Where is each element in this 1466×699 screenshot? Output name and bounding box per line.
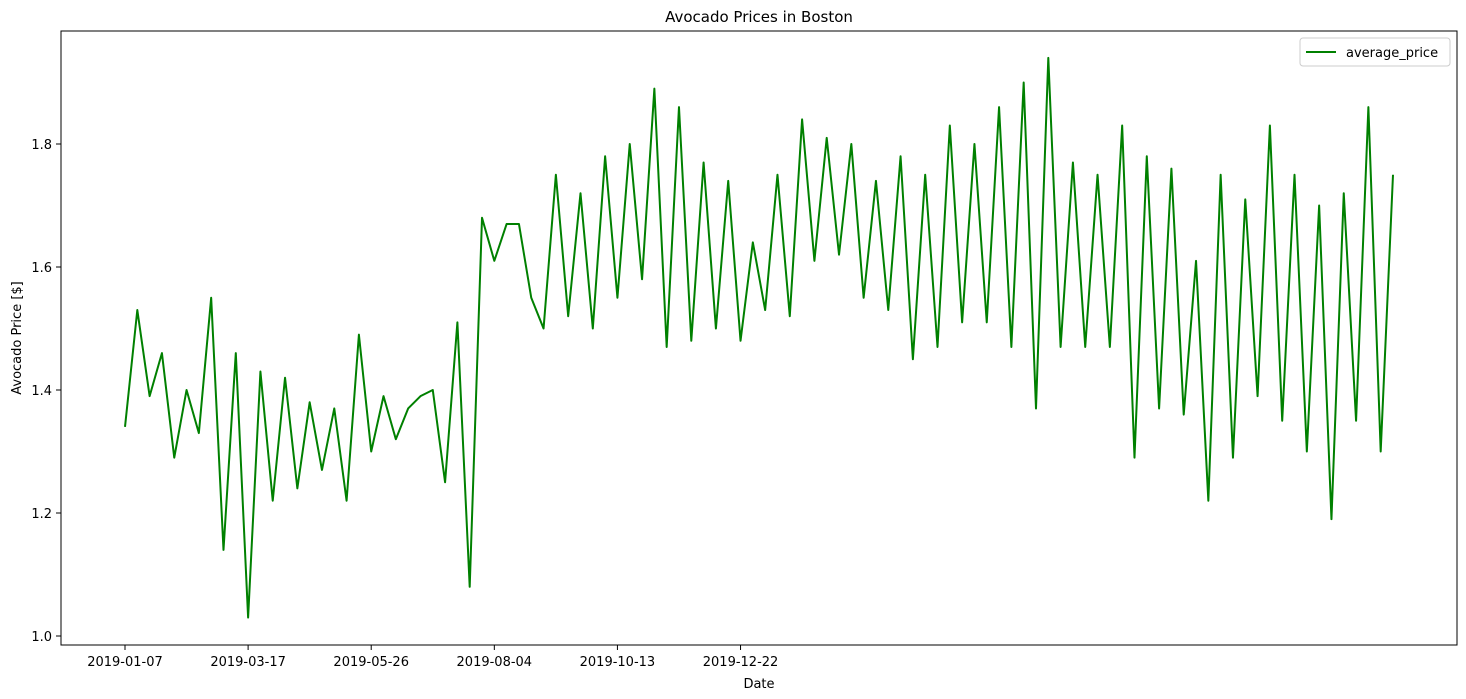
x-tick-label: 2019-01-07 [87, 655, 163, 670]
y-tick-label: 1.6 [31, 261, 52, 276]
x-tick-label: 2019-08-04 [457, 655, 533, 670]
x-tick-label: 2019-03-17 [210, 655, 286, 670]
x-tick-label: 2019-12-22 [703, 655, 779, 670]
y-axis-ticks: 1.0 1.2 1.4 1.6 1.8 [31, 138, 61, 645]
y-axis-label: Avocado Price [$] [10, 281, 25, 395]
legend-box [1299, 37, 1451, 67]
series-line-average-price [124, 56, 1394, 619]
y-tick-label: 1.4 [31, 384, 52, 399]
x-axis-label: Date [743, 677, 774, 692]
x-tick-label: 2019-10-13 [580, 655, 656, 670]
legend: average_price [1299, 37, 1451, 67]
chart-title: Avocado Prices in Boston [665, 8, 853, 26]
legend-label: average_price [1346, 46, 1438, 61]
y-tick-label: 1.0 [31, 630, 52, 645]
y-tick-label: 1.8 [31, 138, 52, 153]
plot-frame [60, 30, 1458, 646]
x-axis-ticks: 2019-01-07 2019-03-17 2019-05-26 2019-08-04… [87, 645, 778, 670]
y-tick-label: 1.2 [31, 507, 52, 522]
x-tick-label: 2019-05-26 [333, 655, 409, 670]
